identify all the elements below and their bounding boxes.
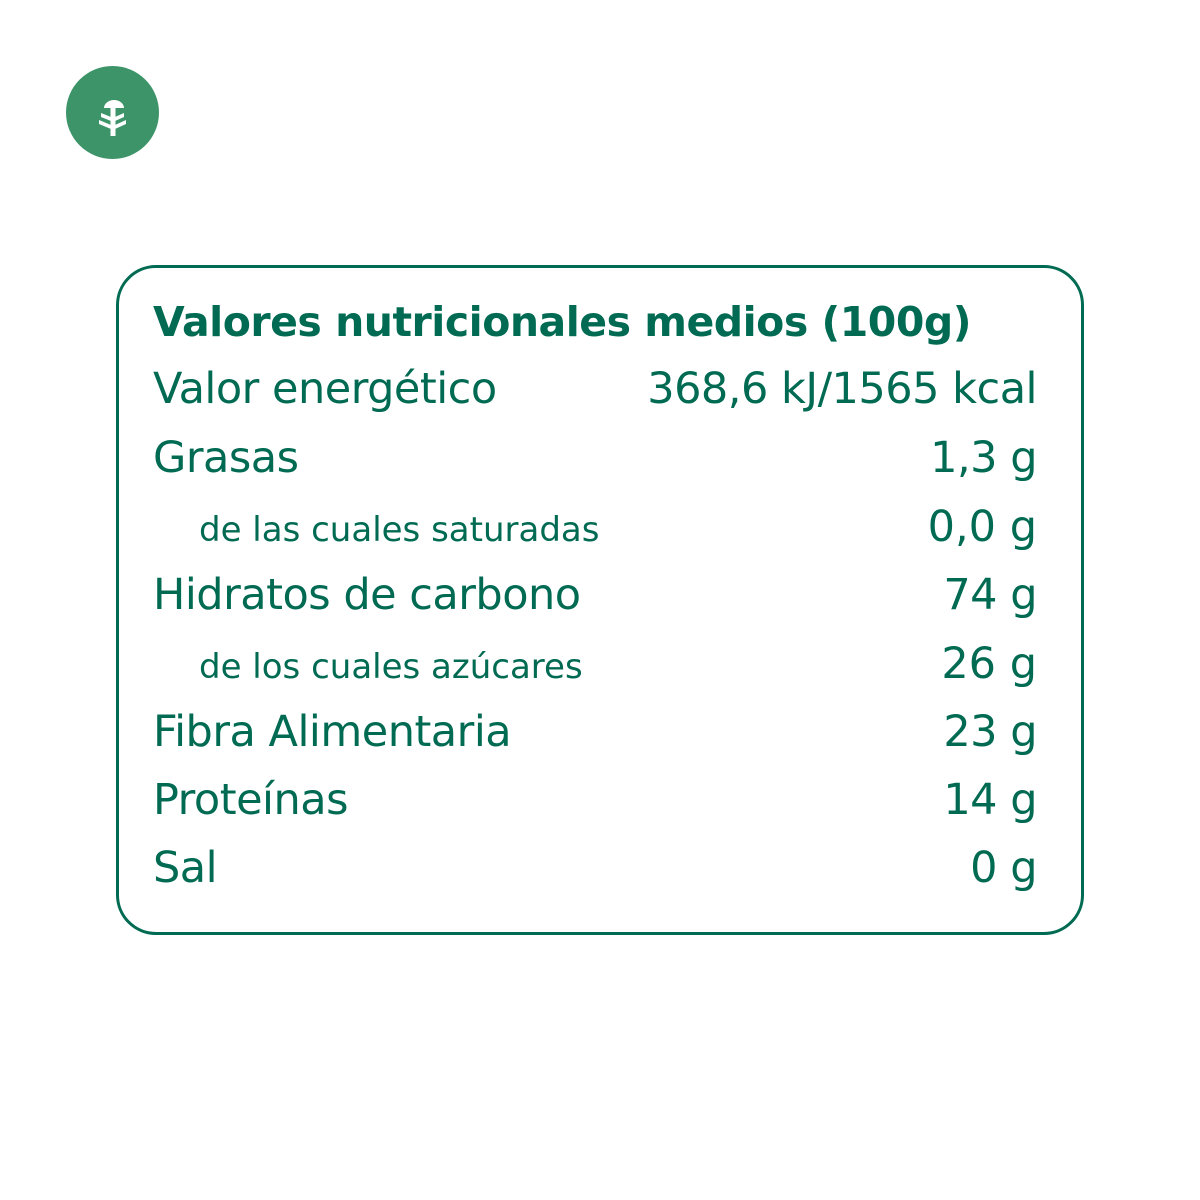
row-value: 26 g xyxy=(941,639,1037,689)
row-value: 0,0 g xyxy=(927,502,1037,552)
table-row: de las cuales saturadas 0,0 g xyxy=(153,502,1037,552)
brand-logo xyxy=(66,66,159,159)
row-value: 1,3 g xyxy=(930,433,1037,483)
row-label: Fibra Alimentaria xyxy=(153,707,512,757)
table-row: Hidratos de carbono 74 g xyxy=(153,570,1037,620)
tree-icon xyxy=(99,100,126,136)
row-label: Valor energético xyxy=(153,364,497,414)
row-value: 368,6 kJ/1565 kcal xyxy=(647,364,1037,414)
table-row: de los cuales azúcares 26 g xyxy=(153,639,1037,689)
row-value: 23 g xyxy=(943,707,1037,757)
row-value: 0 g xyxy=(970,843,1037,893)
row-label: Grasas xyxy=(153,433,299,483)
table-row: Grasas 1,3 g xyxy=(153,433,1037,483)
table-row: Fibra Alimentaria 23 g xyxy=(153,707,1037,757)
nutrition-table xyxy=(116,265,1084,935)
row-label: de las cuales saturadas xyxy=(199,510,600,550)
table-title-text: Valores nutricionales medios (100g) xyxy=(153,298,971,346)
table-row: Proteínas 14 g xyxy=(153,775,1037,825)
table-row: Sal 0 g xyxy=(153,843,1037,893)
row-value: 74 g xyxy=(943,570,1037,620)
table-title: Valores nutricionales medios (100g) xyxy=(153,298,1037,346)
row-label: Proteínas xyxy=(153,775,348,825)
row-label: Hidratos de carbono xyxy=(153,570,581,620)
row-label: Sal xyxy=(153,843,218,893)
table-row: Valor energético 368,6 kJ/1565 kcal xyxy=(153,364,1037,414)
row-label: de los cuales azúcares xyxy=(199,647,583,687)
row-value: 14 g xyxy=(943,775,1037,825)
